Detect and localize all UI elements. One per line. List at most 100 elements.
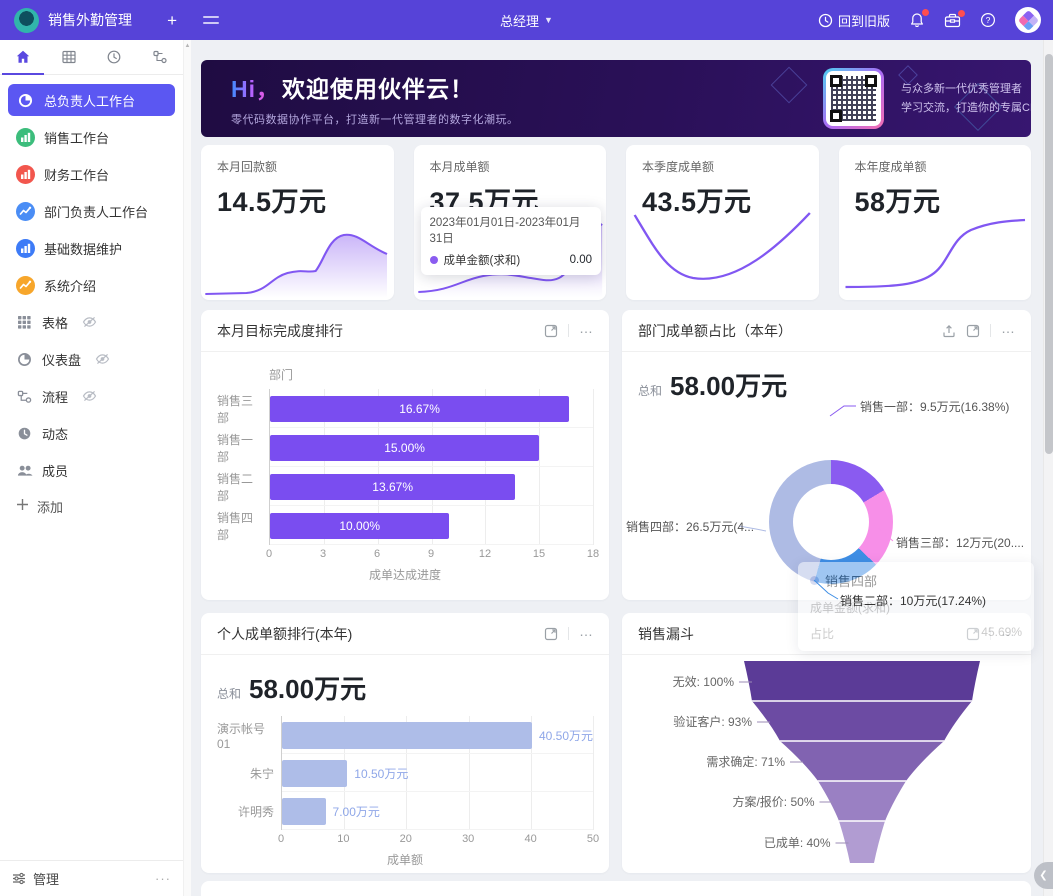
- tooltip-row2-value: 45.69%: [981, 625, 1022, 639]
- line-sparkline: [844, 218, 1025, 289]
- funnel-band[interactable]: [732, 701, 992, 741]
- stat-value: 14.5万元: [217, 187, 327, 217]
- expand-icon[interactable]: [544, 324, 558, 338]
- back-to-old-version-button[interactable]: 回到旧版: [818, 11, 890, 30]
- card-dept-target-ranking: 本月目标完成度排行 … 部门 销售三部 16.67% 销售一部 15.00% 销售二部 1…: [201, 310, 609, 600]
- stat-label: 本月回款额: [217, 160, 278, 174]
- stat-label: 本月成单额: [429, 160, 490, 174]
- series-dot: [810, 576, 819, 585]
- total-value: 58.00万元: [670, 371, 788, 401]
- bar-track: 13.67%: [269, 467, 593, 506]
- bar-value-label: 15.00%: [384, 440, 425, 455]
- home-icon: [16, 50, 30, 63]
- card-personal-ranking: 个人成单额排行(本年) … 总和 58.00万元 演示帐号01 40.50万元 朱宁…: [201, 613, 609, 873]
- sidebar-item-workspace[interactable]: 总负责人工作台: [8, 84, 175, 116]
- app-logo: [14, 7, 39, 33]
- app-title: 销售外勤管理: [48, 12, 132, 28]
- funnel-chart[interactable]: 无效: 100% 验证客户: 93% 需求确定: 71% 方案/报价: 50% 已成单:…: [622, 657, 1031, 871]
- stat-label: 本年度成单额: [854, 160, 927, 174]
- next-card-partial: [201, 881, 1031, 896]
- bar-track: 16.67%: [269, 389, 594, 545]
- sidebar-item-tool[interactable]: 仪表盘: [8, 343, 175, 375]
- notification-badge: [922, 9, 929, 16]
- bar[interactable]: [282, 759, 348, 787]
- workbench-button[interactable]: [944, 9, 965, 28]
- sidebar-item-workspace[interactable]: 系统介绍: [8, 269, 175, 301]
- sidebar-item-tool[interactable]: 表格: [8, 306, 175, 338]
- eye-off-icon: [82, 390, 97, 402]
- sidebar-item-label: 动态: [42, 426, 69, 442]
- sidebar-item-workspace[interactable]: 部门负责人工作台: [8, 195, 175, 227]
- user-avatar[interactable]: [1015, 7, 1041, 33]
- role-dropdown[interactable]: 总经理 ▼: [500, 11, 553, 30]
- sidebar-add-button[interactable]: 添加: [8, 491, 175, 521]
- welcome-banner: Hi，欢迎使用伙伴云！ 零代码数据协作平台，打造新一代管理者的数字化潮玩。 与众…: [201, 60, 1031, 137]
- sidebar-item-workspace[interactable]: 基础数据维护: [8, 232, 175, 264]
- funnel-label: 无效: 100%: [673, 674, 735, 689]
- x-tick-label: 40: [524, 833, 537, 845]
- dept-bar-chart: 销售三部 16.67% 销售一部 15.00% 销售二部 13.67% 销售四部 10.00%…: [217, 389, 599, 583]
- x-tick-label: 30: [462, 833, 475, 845]
- add-app-button[interactable]: +: [167, 10, 177, 30]
- sliders-icon: [13, 872, 25, 885]
- x-tick-label: 9: [427, 548, 435, 560]
- total-label: 总和: [638, 384, 663, 398]
- help-button[interactable]: ?: [980, 12, 996, 28]
- huoban-logo-icon: [1017, 9, 1039, 31]
- card-sales-funnel: 销售漏斗 … 无效: 100%验证客户: 93%需求确定: 71%方案/报价: …: [622, 613, 1031, 873]
- more-icon[interactable]: …: [579, 622, 595, 639]
- manage-button[interactable]: 管理 ···: [0, 860, 183, 896]
- sidebar-item-workspace[interactable]: 财务工作台: [8, 158, 175, 190]
- stat-label: 本季度成单额: [642, 160, 715, 174]
- stat-card-monthly-deal[interactable]: 本月成单额 37.5万元 2023年01月01日-2023年01月31日 成单金…: [413, 145, 606, 300]
- expand-icon[interactable]: [544, 627, 558, 641]
- notifications-button[interactable]: [909, 9, 929, 28]
- funnel-label: 已成单: 40%: [764, 836, 831, 850]
- tab-home[interactable]: [0, 40, 46, 75]
- stat-card-year-deal[interactable]: 本年度成单额 58万元: [838, 145, 1031, 300]
- tab-flows[interactable]: [137, 40, 183, 74]
- manage-label: 管理: [33, 872, 60, 887]
- bar[interactable]: 13.67%: [270, 473, 516, 500]
- sidebar-item-label: 流程: [42, 389, 69, 405]
- sidebar-item-tool[interactable]: 动态: [8, 417, 175, 449]
- more-icon[interactable]: …: [579, 319, 595, 336]
- line-sparkline: [633, 212, 811, 280]
- page-scrollbar[interactable]: [1043, 40, 1053, 896]
- bar[interactable]: 10.00%: [270, 512, 450, 539]
- banner-title: Hi，欢迎使用伙伴云！: [231, 76, 474, 102]
- funnel-band[interactable]: [732, 661, 992, 701]
- tooltip-value: 0.00: [569, 254, 592, 266]
- export-icon[interactable]: [942, 324, 956, 338]
- question-icon: ?: [980, 12, 996, 28]
- x-tick-label: 18: [586, 548, 600, 560]
- bar[interactable]: 15.00%: [270, 434, 540, 461]
- bar[interactable]: 16.67%: [270, 395, 570, 422]
- tab-tables[interactable]: [46, 40, 92, 74]
- pie-label-dept4: 销售四部：26.5万元(4...: [626, 520, 755, 534]
- stat-card-monthly-payment[interactable]: 本月回款额 14.5万元: [201, 145, 394, 300]
- area-sparkline: [205, 233, 388, 298]
- stat-value: 58万元: [854, 187, 941, 217]
- sidebar-item-tool[interactable]: 成员: [8, 454, 175, 486]
- menu-toggle-icon[interactable]: [203, 16, 219, 24]
- bar[interactable]: [282, 721, 532, 749]
- sidebar-item-workspace[interactable]: 销售工作台: [8, 121, 175, 153]
- collapse-panel-button[interactable]: ❮: [1034, 862, 1053, 889]
- manage-more-icon[interactable]: ···: [155, 871, 171, 886]
- tooltip-row1: 成单金额(求和): [810, 601, 890, 615]
- top-bar: 销售外勤管理 + 总经理 ▼ 回到旧版 ?: [0, 0, 1053, 40]
- stat-card-quarter-deal[interactable]: 本季度成单额 43.5万元: [626, 145, 819, 300]
- sidebar-scrollbar[interactable]: ▲: [183, 40, 191, 896]
- bar-value-label: 13.67%: [372, 479, 413, 494]
- briefcase-icon: [944, 13, 961, 28]
- tab-history[interactable]: [92, 40, 138, 74]
- plus-icon: [16, 498, 29, 514]
- y-axis-title: 部门: [269, 368, 294, 382]
- more-icon[interactable]: …: [1001, 319, 1017, 336]
- bar[interactable]: [282, 797, 326, 825]
- personal-bar-chart: 演示帐号01 40.50万元 朱宁 10.50万元 许明秀 7.00万元 0 10 20 30 40…: [217, 716, 599, 868]
- sidebar-item-tool[interactable]: 流程: [8, 380, 175, 412]
- expand-icon[interactable]: [966, 324, 980, 338]
- x-tick-label: 10: [337, 833, 350, 845]
